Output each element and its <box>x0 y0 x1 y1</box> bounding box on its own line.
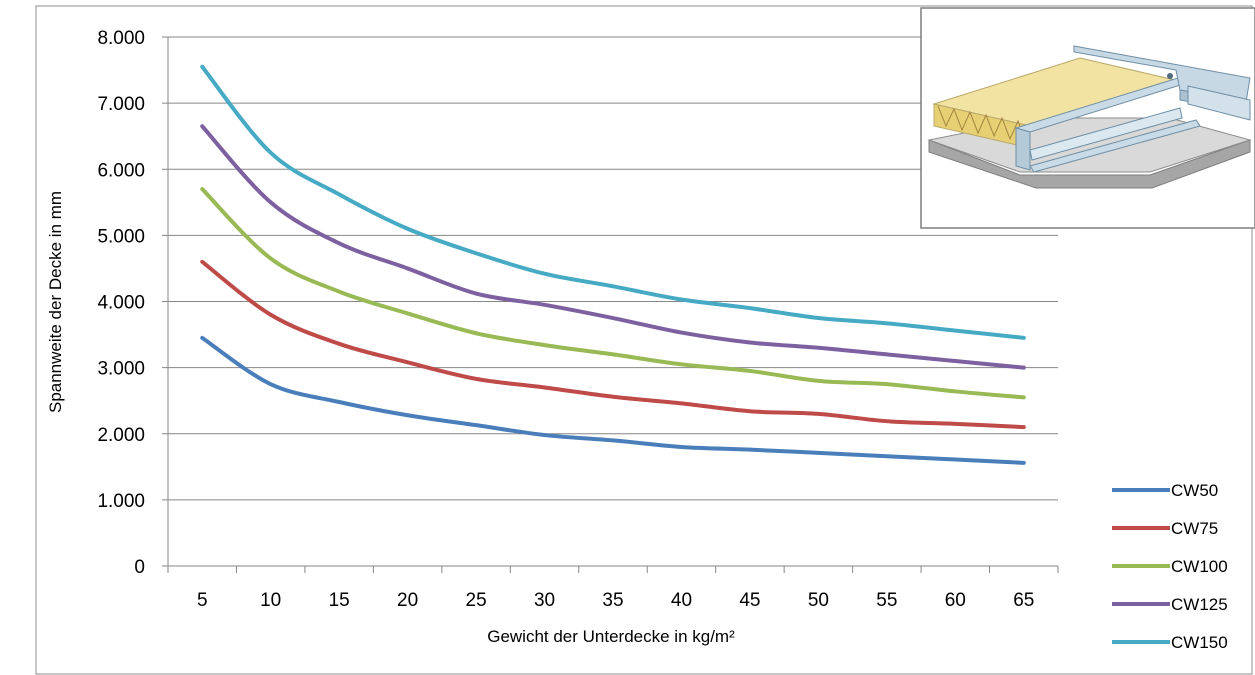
x-tick-label: 35 <box>602 590 623 611</box>
x-tick-label: 45 <box>739 590 760 611</box>
x-tick-label: 15 <box>329 590 350 611</box>
legend-item-cw50: CW50 <box>1112 481 1218 500</box>
x-tick-label: 20 <box>397 590 418 611</box>
y-tick-label: 2.000 <box>97 425 145 446</box>
x-tick-label: 65 <box>1013 590 1034 611</box>
y-tick-label: 4.000 <box>97 293 145 314</box>
x-tick-label: 5 <box>197 590 208 611</box>
y-tick-labels: 0 1.000 2.000 3.000 4.000 5.000 6.000 7.000 8.00… <box>97 28 145 578</box>
legend-item-cw125: CW125 <box>1112 595 1228 614</box>
legend-label: CW50 <box>1171 481 1218 500</box>
y-tick-label: 3.000 <box>97 359 145 380</box>
y-tick-label: 6.000 <box>97 160 145 181</box>
y-tick-label: 0 <box>134 557 145 578</box>
series-line-cw150 <box>200 64 1026 340</box>
ceiling-profile-illustration-icon <box>920 7 1255 229</box>
legend-item-cw75: CW75 <box>1112 519 1218 538</box>
legend-label: CW125 <box>1171 595 1228 614</box>
x-tick-label: 10 <box>260 590 281 611</box>
x-tick-labels: 5 10 15 20 25 30 35 40 45 50 55 60 65 <box>197 590 1034 611</box>
series-lines <box>200 64 1026 465</box>
x-tick-label: 50 <box>808 590 829 611</box>
legend-label: CW100 <box>1171 557 1228 576</box>
legend-label: CW150 <box>1171 633 1228 652</box>
y-axis-title: Spannweite der Decke in mm <box>46 191 65 413</box>
x-tick-label: 30 <box>534 590 555 611</box>
series-line-cw125 <box>200 124 1026 370</box>
gridlines <box>168 36 1058 501</box>
legend-item-cw150: CW150 <box>1112 633 1228 652</box>
legend: CW50 CW75 CW100 CW125 CW150 <box>1112 481 1228 652</box>
legend-item-cw100: CW100 <box>1112 557 1228 576</box>
y-tick-label: 7.000 <box>97 94 145 115</box>
x-tick-label: 25 <box>466 590 487 611</box>
series-line-cw50 <box>200 335 1026 465</box>
y-tick-label: 1.000 <box>97 491 145 512</box>
series-line-cw100 <box>200 187 1026 400</box>
x-tick-label: 55 <box>876 590 897 611</box>
x-tick-label: 60 <box>945 590 966 611</box>
y-tick-label: 5.000 <box>97 226 145 247</box>
legend-label: CW75 <box>1171 519 1218 538</box>
axes <box>162 36 1059 573</box>
x-axis-title: Gewicht der Unterdecke in kg/m² <box>487 627 735 646</box>
x-tick-label: 40 <box>671 590 692 611</box>
y-tick-label: 8.000 <box>97 28 145 49</box>
series-line-cw75 <box>200 259 1026 430</box>
